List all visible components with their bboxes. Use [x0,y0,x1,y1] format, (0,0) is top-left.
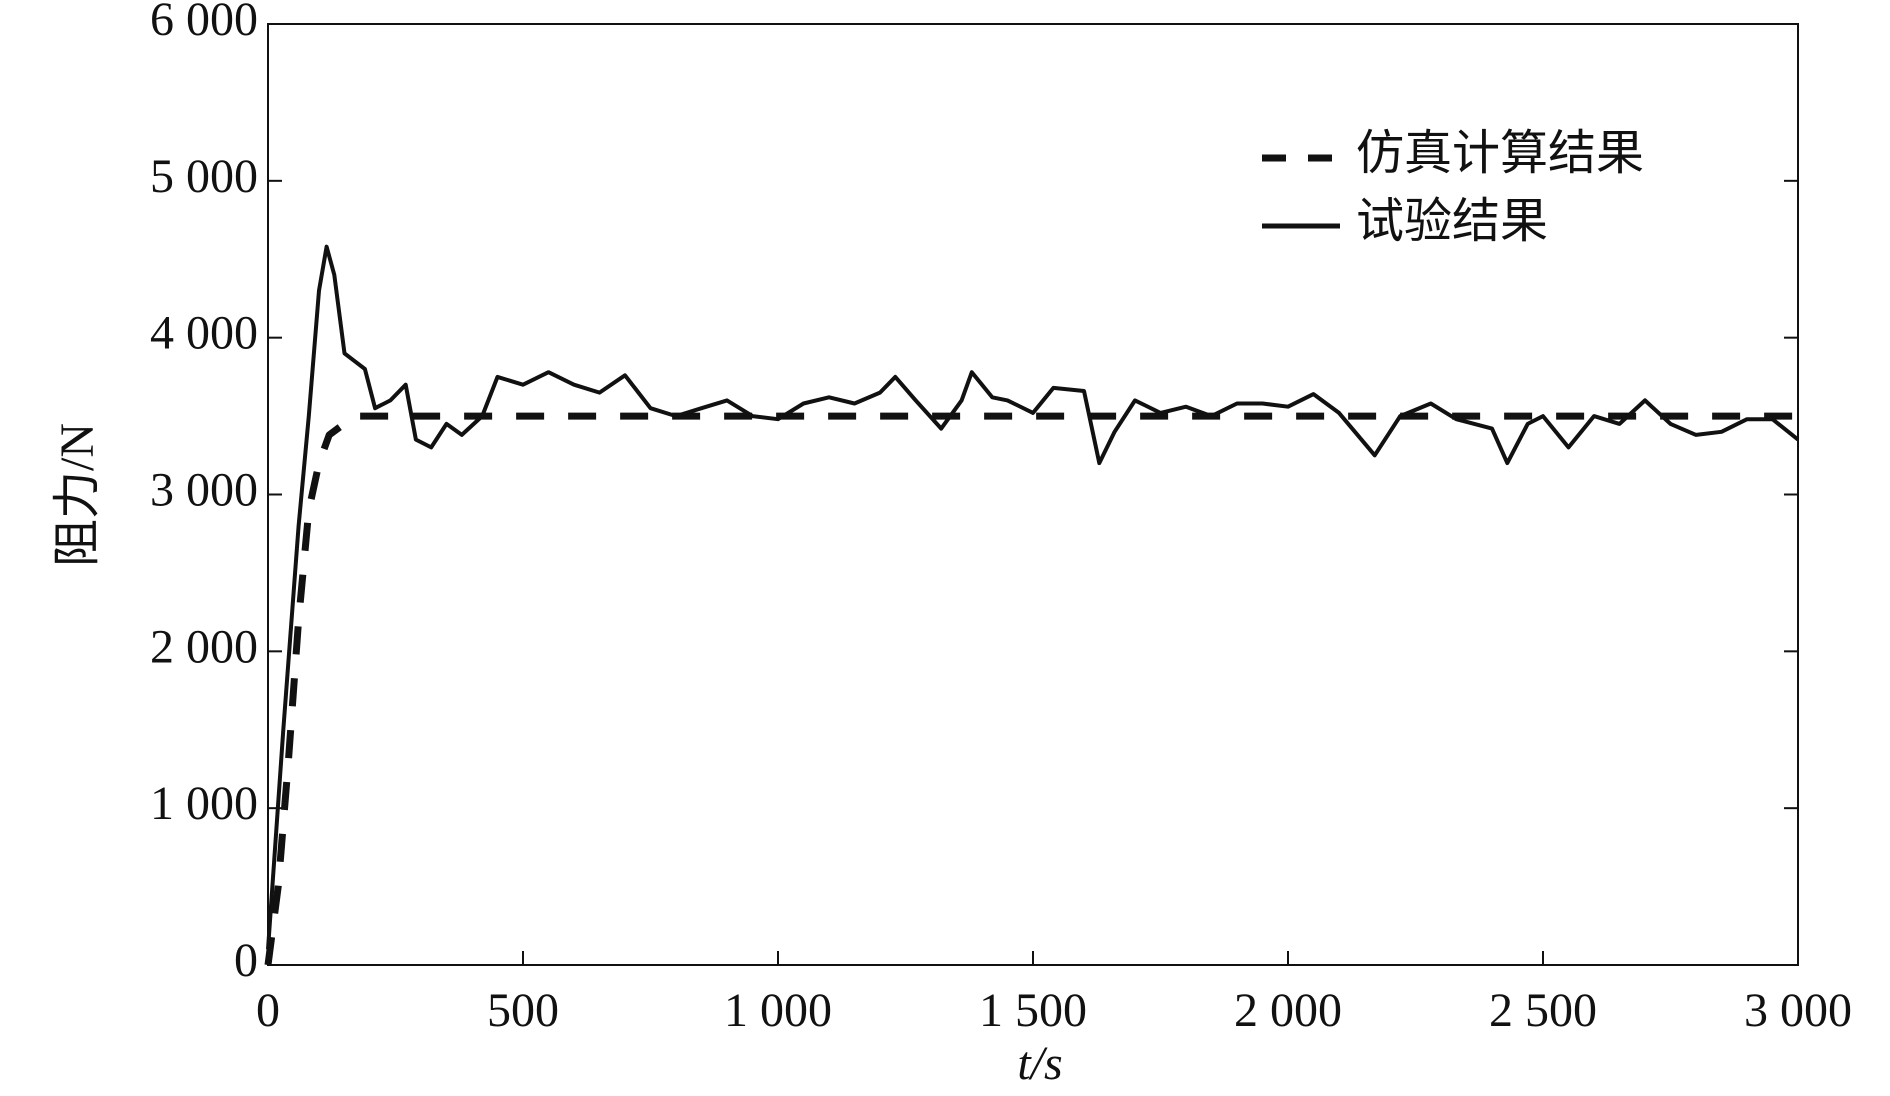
y-tick-label: 3 000 [150,464,258,517]
y-tick-label: 2 000 [150,620,258,673]
x-tick-label: 0 [256,984,280,1037]
x-tick-label: 1 000 [724,984,832,1037]
y-tick-label: 4 000 [150,307,258,360]
x-tick-label: 1 500 [979,984,1087,1037]
x-axis-label: t/s [1017,1037,1062,1090]
y-tick-label: 0 [234,934,258,987]
y-tick-label: 5 000 [150,150,258,203]
legend-label: 试验结果 [1356,195,1548,248]
series-line [266,244,1800,950]
y-tick-label: 1 000 [150,777,258,830]
legend-label: 仿真计算结果 [1356,127,1644,180]
y-tick-label: 6 000 [150,0,258,46]
x-tick-label: 2 000 [1234,984,1342,1037]
y-axis-label: 阻力/N [51,423,104,567]
x-tick-label: 500 [487,984,559,1037]
x-tick-label: 2 500 [1489,984,1597,1037]
series-line [264,412,1798,966]
x-tick-label: 3 000 [1744,984,1852,1037]
